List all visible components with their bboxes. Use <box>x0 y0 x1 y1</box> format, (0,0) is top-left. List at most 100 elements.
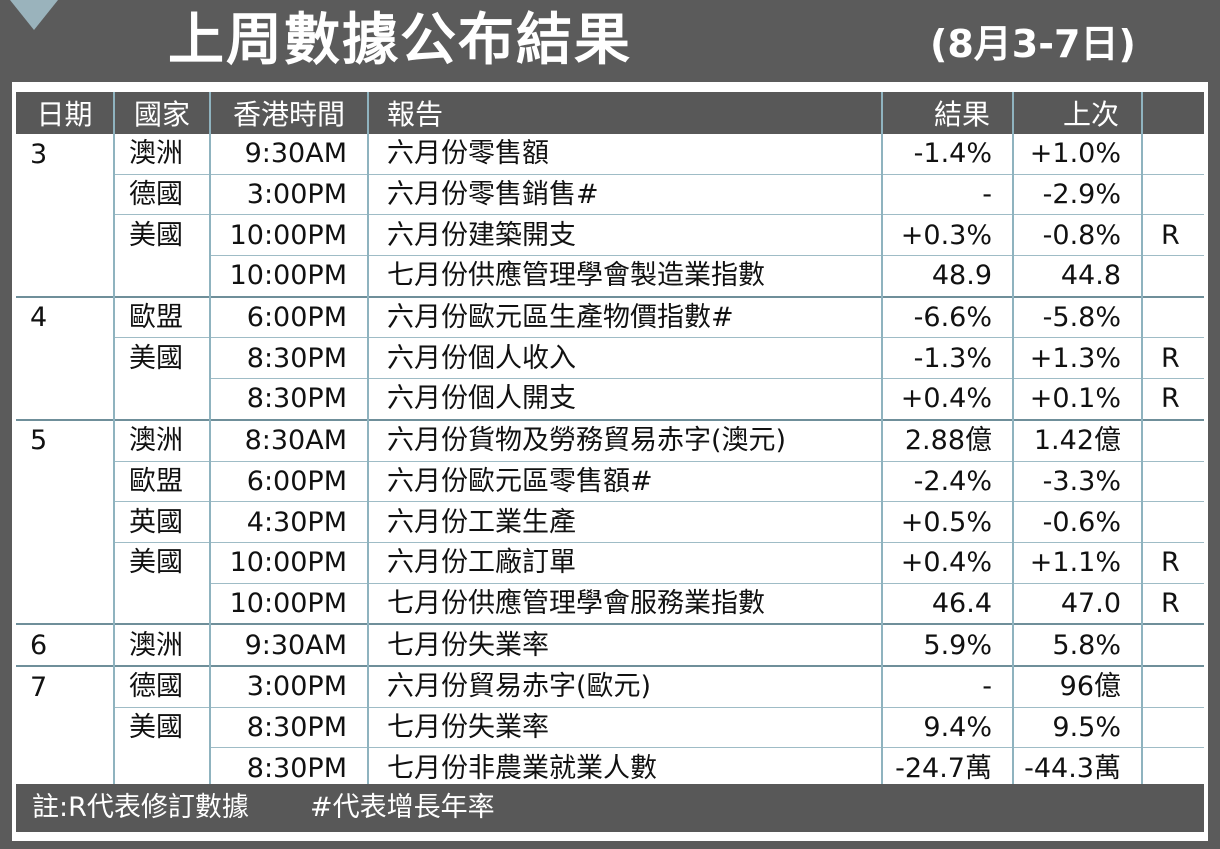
cell-flag <box>1142 623 1204 667</box>
cell-result: 46.4 <box>882 583 1014 625</box>
cell-day <box>16 542 115 584</box>
cell-report: 六月份建築開支 <box>368 214 883 257</box>
table-row: 8:30PM 七月份非農業就業人數 -24.7萬 -44.3萬 <box>16 747 1204 789</box>
table-header-row: 日期 國家 香港時間 報告 結果 上次 <box>16 92 1204 134</box>
cell-result: +0.3% <box>882 214 1014 257</box>
cell-country <box>114 583 211 625</box>
cell-day: 5 <box>16 418 115 461</box>
cell-day: 6 <box>16 623 115 667</box>
cell-previous: 1.42億 <box>1013 418 1143 462</box>
cell-flag <box>1142 747 1204 789</box>
cell-result: +0.4% <box>882 542 1014 584</box>
cell-time: 8:30PM <box>210 337 369 380</box>
cell-previous: 47.0 <box>1013 583 1143 625</box>
cell-flag <box>1142 664 1204 708</box>
cell-previous: +0.1% <box>1013 378 1143 421</box>
cell-day: 3 <box>16 134 115 175</box>
date-range: (8月3-7日) <box>930 22 1136 66</box>
cell-report: 六月份貨物及勞務貿易赤字(澳元) <box>368 418 883 462</box>
col-header-flag <box>1142 92 1204 134</box>
cell-time: 8:30AM <box>210 418 369 462</box>
cell-flag: R <box>1142 214 1204 257</box>
cell-result: 5.9% <box>882 623 1014 667</box>
table-row: 英國 4:30PM 六月份工業生產 +0.5% -0.6% <box>16 501 1204 543</box>
col-header-previous: 上次 <box>1013 92 1143 134</box>
cell-previous: 96億 <box>1013 664 1143 708</box>
table-row: 4 歐盟 6:00PM 六月份歐元區生產物價指數# -6.6% -5.8% <box>16 295 1204 339</box>
cell-previous: -44.3萬 <box>1013 747 1143 789</box>
cell-time: 8:30PM <box>210 707 369 749</box>
table-row: 8:30PM 六月份個人開支 +0.4% +0.1% R <box>16 378 1204 421</box>
cell-day <box>16 378 115 421</box>
cell-country: 美國 <box>114 214 211 256</box>
cell-time: 9:30AM <box>210 623 369 667</box>
cell-flag <box>1142 134 1204 175</box>
cell-time: 10:00PM <box>210 542 369 584</box>
cell-country: 澳洲 <box>114 134 211 175</box>
cell-time: 10:00PM <box>210 214 369 257</box>
cell-result: +0.4% <box>882 378 1014 421</box>
cell-report: 七月份非農業就業人數 <box>368 747 883 789</box>
table-row: 3 澳洲 9:30AM 六月份零售額 -1.4% +1.0% <box>16 134 1204 175</box>
cell-day <box>16 707 115 748</box>
page-title: 上周數據公布結果 <box>168 8 632 73</box>
cell-previous: -5.8% <box>1013 295 1143 339</box>
cell-flag: R <box>1142 542 1204 584</box>
cell-previous: 5.8% <box>1013 623 1143 667</box>
table-row: 10:00PM 七月份供應管理學會製造業指數 48.9 44.8 <box>16 255 1204 298</box>
cell-previous: +1.3% <box>1013 337 1143 380</box>
cell-previous: +1.0% <box>1013 134 1143 175</box>
cell-report: 六月份工廠訂單 <box>368 542 883 584</box>
cell-country <box>114 378 211 421</box>
cell-country <box>114 255 211 298</box>
cell-day <box>16 747 115 789</box>
table-row: 6 澳洲 9:30AM 七月份失業率 5.9% 5.8% <box>16 623 1204 667</box>
cell-country: 德國 <box>114 174 211 216</box>
cell-flag <box>1142 418 1204 462</box>
cell-country: 美國 <box>114 707 211 748</box>
cell-previous: 9.5% <box>1013 707 1143 749</box>
cell-country: 美國 <box>114 337 211 379</box>
cell-country: 歐盟 <box>114 461 211 503</box>
cell-report: 七月份供應管理學會製造業指數 <box>368 255 883 298</box>
table-row: 美國 8:30PM 六月份個人收入 -1.3% +1.3% R <box>16 337 1204 380</box>
cell-report: 六月份工業生產 <box>368 501 883 543</box>
cell-time: 3:00PM <box>210 174 369 216</box>
table-row: 美國 8:30PM 七月份失業率 9.4% 9.5% <box>16 707 1204 749</box>
cell-day <box>16 214 115 256</box>
cell-result: -6.6% <box>882 295 1014 339</box>
note-revised: 註:R代表修訂數據 <box>32 792 249 823</box>
cell-report: 六月份個人開支 <box>368 378 883 421</box>
footer-notes: 註:R代表修訂數據 #代表增長年率 <box>16 784 1204 832</box>
cell-flag <box>1142 255 1204 298</box>
cell-flag <box>1142 707 1204 749</box>
cell-report: 七月份失業率 <box>368 707 883 749</box>
cell-time: 10:00PM <box>210 583 369 625</box>
cell-flag <box>1142 295 1204 339</box>
col-header-country: 國家 <box>114 92 211 134</box>
cell-flag: R <box>1142 378 1204 421</box>
cell-day <box>16 337 115 379</box>
cell-result: -2.4% <box>882 461 1014 503</box>
data-table: 日期 國家 香港時間 報告 結果 上次 3 澳洲 9:30AM 六月份零售額 -1.4%… <box>16 92 1204 789</box>
cell-country: 德國 <box>114 664 211 708</box>
table-row: 7 德國 3:00PM 六月份貿易赤字(歐元) -96億 <box>16 664 1204 708</box>
cell-result: - <box>882 664 1014 708</box>
cell-report: 六月份貿易赤字(歐元) <box>368 664 883 708</box>
cell-time: 9:30AM <box>210 134 369 175</box>
cell-previous: -0.6% <box>1013 501 1143 543</box>
cell-time: 6:00PM <box>210 295 369 339</box>
corner-triangle-icon <box>10 0 58 30</box>
col-header-day: 日期 <box>16 92 115 134</box>
table-body: 3 澳洲 9:30AM 六月份零售額 -1.4% +1.0% 德國 3:00PM 六月份零售銷售… <box>16 134 1204 789</box>
cell-flag: R <box>1142 583 1204 625</box>
table-row: 德國 3:00PM 六月份零售銷售# - -2.9% <box>16 174 1204 216</box>
cell-flag <box>1142 461 1204 503</box>
note-yoy: #代表增長年率 <box>310 792 495 823</box>
cell-result: 9.4% <box>882 707 1014 749</box>
cell-flag <box>1142 174 1204 216</box>
cell-report: 六月份個人收入 <box>368 337 883 380</box>
cell-country: 澳洲 <box>114 418 211 462</box>
cell-country: 澳洲 <box>114 623 211 667</box>
cell-flag: R <box>1142 337 1204 380</box>
